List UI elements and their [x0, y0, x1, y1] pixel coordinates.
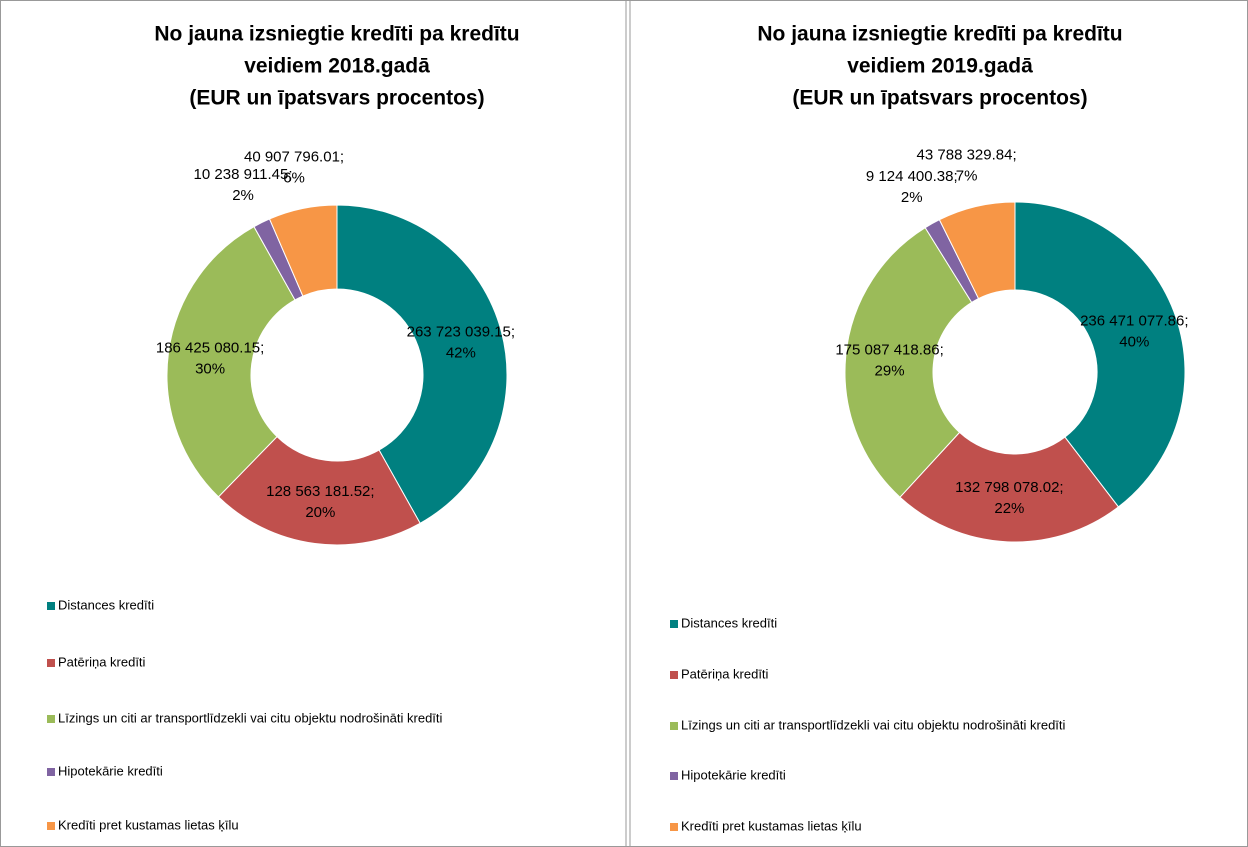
legend-swatch	[47, 659, 55, 667]
data-label: 263 723 039.15; 42%	[407, 324, 515, 362]
legend-label: Patēriņa kredīti	[58, 654, 146, 669]
legend-swatch	[47, 768, 55, 776]
legend-swatch	[670, 772, 678, 780]
legend-swatch	[47, 715, 55, 723]
data-label: 175 087 418.86; 29%	[835, 341, 943, 379]
chart-title: No jauna izsniegtie kredīti pa kredītu	[154, 23, 519, 46]
legend-label: Kredīti pret kustamas lietas ķīlu	[681, 818, 862, 833]
legend-label: Līzings un citi ar transportlīdzekli vai…	[58, 710, 443, 725]
data-label: 128 563 181.52; 20%	[266, 483, 374, 521]
slice	[268, 204, 338, 297]
slice	[1014, 201, 1186, 508]
legend-label: Līzings un citi ar transportlīdzekli vai…	[681, 717, 1066, 732]
legend-label: Kredīti pret kustamas lietas ķīlu	[58, 817, 239, 832]
slice	[166, 225, 296, 498]
slice	[938, 201, 1016, 300]
legend-swatch	[47, 822, 55, 830]
legend-label: Distances kredīti	[681, 615, 777, 630]
data-label: 40 907 796.01; 6%	[244, 148, 344, 186]
legend-label: Distances kredīti	[58, 597, 154, 612]
chart-title: No jauna izsniegtie kredīti pa kredītu	[757, 23, 1122, 46]
data-label: 10 238 911.45; 2%	[194, 166, 293, 204]
chart-title: veidiem 2019.gadā	[847, 55, 1033, 78]
data-label: 9 124 400.38; 2%	[866, 168, 958, 206]
slice	[217, 435, 421, 546]
legend-label: Patēriņa kredīti	[681, 666, 769, 681]
data-label: 132 798 078.02; 22%	[955, 479, 1063, 517]
slice	[336, 204, 508, 524]
chart-title: (EUR un īpatsvars procentos)	[189, 87, 484, 110]
slice	[899, 431, 1120, 543]
legend-label: Hipotekārie kredīti	[681, 767, 786, 782]
data-label: 43 788 329.84; 7%	[917, 147, 1017, 185]
chart-title: veidiem 2018.gadā	[244, 55, 430, 78]
data-label: 236 471 077.86; 40%	[1080, 313, 1188, 351]
legend-swatch	[670, 823, 678, 831]
chart-title: (EUR un īpatsvars procentos)	[792, 87, 1087, 110]
legend-swatch	[670, 671, 678, 679]
legend-swatch	[670, 620, 678, 628]
legend-label: Hipotekārie kredīti	[58, 763, 163, 778]
legend-swatch	[670, 722, 678, 730]
legend-swatch	[47, 602, 55, 610]
data-label: 186 425 080.15; 30%	[156, 339, 264, 377]
slice	[844, 226, 973, 498]
